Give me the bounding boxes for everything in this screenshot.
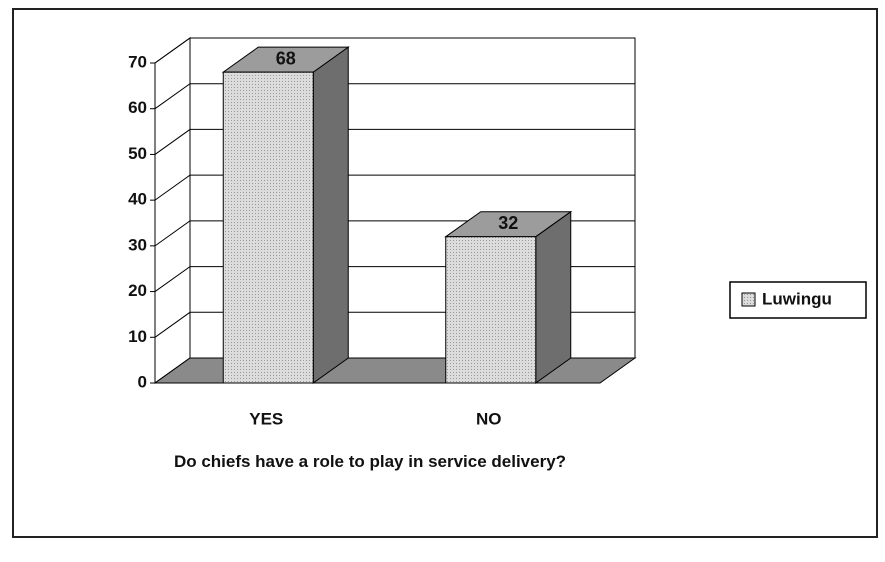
- y-tick-label: 40: [128, 190, 147, 209]
- data-label: 68: [276, 48, 296, 68]
- y-tick-label: 50: [128, 144, 147, 163]
- x-tick-label: NO: [476, 409, 502, 428]
- chart-frame: [12, 8, 878, 538]
- side-wall: [154, 37, 191, 384]
- y-tick-label: 10: [128, 327, 147, 346]
- x-tick-label: YES: [249, 409, 283, 428]
- bar-side: [312, 46, 349, 384]
- grid-line: [154, 128, 635, 155]
- x-axis-title: Do chiefs have a role to play in service…: [173, 452, 567, 471]
- bar-side: [535, 210, 572, 384]
- legend-label: Luwingu: [762, 289, 832, 308]
- y-tick-label: 30: [128, 235, 147, 254]
- bar: [222, 71, 314, 384]
- data-label: 32: [498, 213, 518, 233]
- legend-swatch: [741, 292, 756, 307]
- grid-line: [154, 174, 635, 201]
- grid-line: [154, 37, 635, 64]
- grid-line: [154, 83, 635, 110]
- y-tick-label: 0: [138, 372, 147, 391]
- y-tick-label: 70: [128, 52, 147, 71]
- y-tick-label: 60: [128, 98, 147, 117]
- y-tick-label: 20: [128, 281, 147, 300]
- bar: [445, 236, 537, 384]
